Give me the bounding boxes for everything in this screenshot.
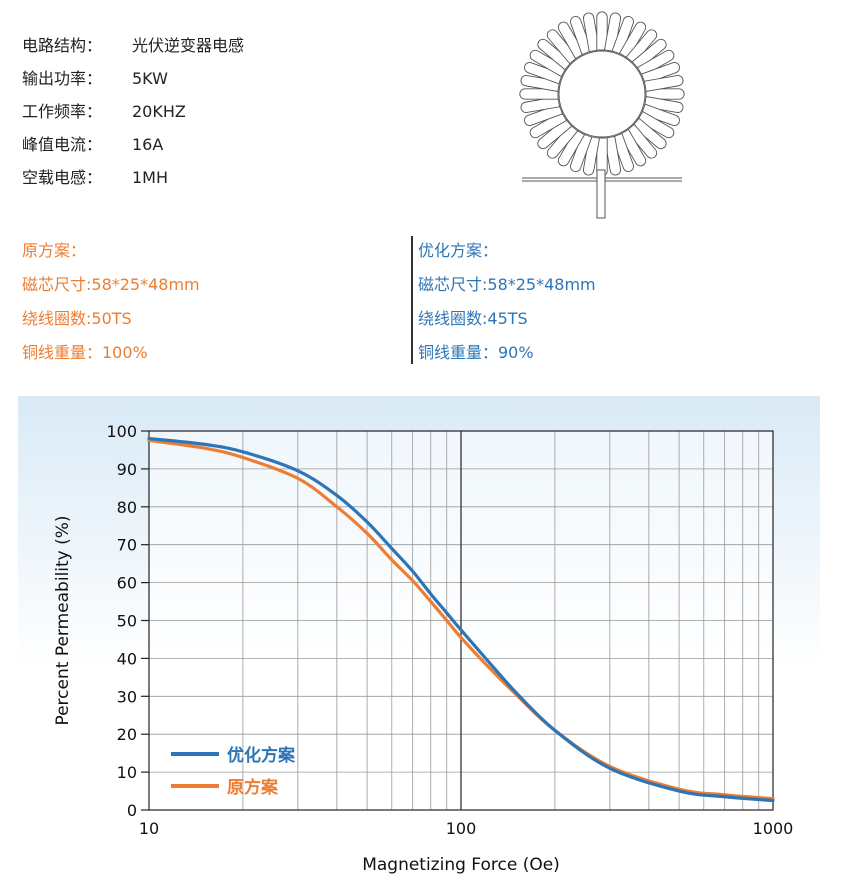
spec-value: 5KW — [132, 69, 168, 88]
toroid-winding — [546, 123, 579, 159]
x-tick-label: 10 — [139, 819, 159, 838]
toroid-winding — [611, 132, 634, 172]
toroid-winding — [611, 16, 634, 56]
y-tick-label: 60 — [117, 574, 137, 593]
spec-row-power: 输出功率： 5KW — [22, 67, 244, 100]
toroid-winding — [618, 128, 647, 167]
y-tick-label: 90 — [117, 460, 137, 479]
toroid-inductor-drawing — [519, 11, 685, 219]
optimized-copper-weight: 铜线重量：90% — [418, 343, 534, 362]
y-tick-label: 100 — [106, 422, 137, 441]
toroid-windings — [519, 11, 685, 177]
x-tick-label: 1000 — [753, 819, 794, 838]
y-tick-label: 20 — [117, 725, 137, 744]
toroid-inner-ring — [558, 50, 646, 138]
spec-value: 16A — [132, 135, 164, 154]
toroid-winding — [625, 123, 658, 159]
original-copper-weight: 铜线重量：100% — [22, 343, 148, 362]
toroid-winding — [546, 29, 579, 65]
optimized-title: 优化方案： — [418, 241, 499, 260]
permeability-chart: 0 10 20 30 40 50 60 70 80 90 100 10 100 1000 Magnetizi… — [18, 396, 820, 889]
original-turns: 绕线圈数:50TS — [22, 309, 132, 328]
spec-label: 工作频率： — [22, 102, 103, 121]
toroid-winding — [570, 132, 593, 172]
y-tick-label: 80 — [117, 498, 137, 517]
toroid-winding — [520, 75, 561, 93]
toroid-winding — [529, 49, 568, 78]
toroid-winding — [570, 16, 593, 56]
toroid-winding — [519, 88, 559, 100]
legend-label-optimized: 优化方案 — [227, 745, 296, 766]
x-tick-label: 100 — [446, 819, 477, 838]
y-tick-label: 0 — [127, 801, 137, 820]
original-core-size: 磁芯尺寸:58*25*48mm — [22, 275, 200, 294]
toroid-winding — [618, 21, 647, 60]
toroid-winding — [557, 21, 586, 60]
toroid-winding — [583, 12, 601, 53]
spec-label: 电路结构： — [22, 36, 103, 55]
y-tick-label: 30 — [117, 687, 137, 706]
toroid-winding — [645, 88, 685, 100]
toroid-winding — [640, 62, 680, 85]
spec-value: 1MH — [132, 168, 169, 187]
scheme-divider — [411, 236, 413, 364]
optimized-scheme: 优化方案： 磁芯尺寸:58*25*48mm 绕线圈数:45TS 铜线重量：90% — [418, 240, 596, 376]
spec-row-inductance: 空载电感： 1MH — [22, 166, 244, 199]
toroid-winding — [640, 103, 680, 126]
spec-label: 输出功率： — [22, 69, 103, 88]
toroid-winding — [643, 95, 684, 113]
toroid-winding — [524, 103, 564, 126]
toroid-winding — [520, 95, 561, 113]
toroid-winding — [537, 117, 573, 150]
toroid-winding — [625, 29, 658, 65]
toroid-winding — [583, 135, 601, 176]
toroid-winding — [636, 49, 675, 78]
spec-list: 电路结构： 光伏逆变器电感 输出功率： 5KW 工作频率： 20KHZ 峰值电流： 16… — [22, 34, 244, 199]
toroid-winding — [636, 110, 675, 139]
toroid-winding — [529, 110, 568, 139]
toroid-winding — [631, 117, 667, 150]
spec-value: 光伏逆变器电感 — [132, 36, 245, 55]
toroid-winding — [596, 11, 608, 51]
y-tick-label: 70 — [117, 536, 137, 555]
toroid-winding — [557, 128, 586, 167]
legend-label-original: 原方案 — [227, 777, 279, 798]
series-line-optimized — [147, 436, 775, 803]
y-tick-label: 10 — [117, 763, 137, 782]
y-tick-label: 40 — [117, 649, 137, 668]
toroid-winding — [643, 75, 684, 93]
spec-value: 20KHZ — [132, 102, 186, 121]
original-scheme: 原方案： 磁芯尺寸:58*25*48mm 绕线圈数:50TS 铜线重量：100% — [22, 240, 200, 376]
original-title: 原方案： — [22, 241, 87, 260]
series-line-original — [147, 438, 775, 801]
toroid-winding — [603, 135, 621, 176]
x-axis-label: Magnetizing Force (Oe) — [362, 855, 560, 875]
spec-row-frequency: 工作频率： 20KHZ — [22, 100, 244, 133]
optimized-turns: 绕线圈数:45TS — [418, 309, 528, 328]
toroid-lead — [596, 169, 606, 219]
spec-label: 峰值电流： — [22, 135, 103, 154]
toroid-winding — [524, 62, 564, 85]
y-axis-label: Percent Permeability (%) — [53, 515, 73, 725]
spec-row-circuit: 电路结构： 光伏逆变器电感 — [22, 34, 244, 67]
toroid-winding — [537, 38, 573, 71]
toroid-winding — [631, 38, 667, 71]
spec-row-peak-current: 峰值电流： 16A — [22, 133, 244, 166]
toroid-winding — [603, 12, 621, 53]
y-tick-label: 50 — [117, 612, 137, 631]
spec-label: 空载电感： — [22, 168, 103, 187]
optimized-core-size: 磁芯尺寸:58*25*48mm — [418, 275, 596, 294]
